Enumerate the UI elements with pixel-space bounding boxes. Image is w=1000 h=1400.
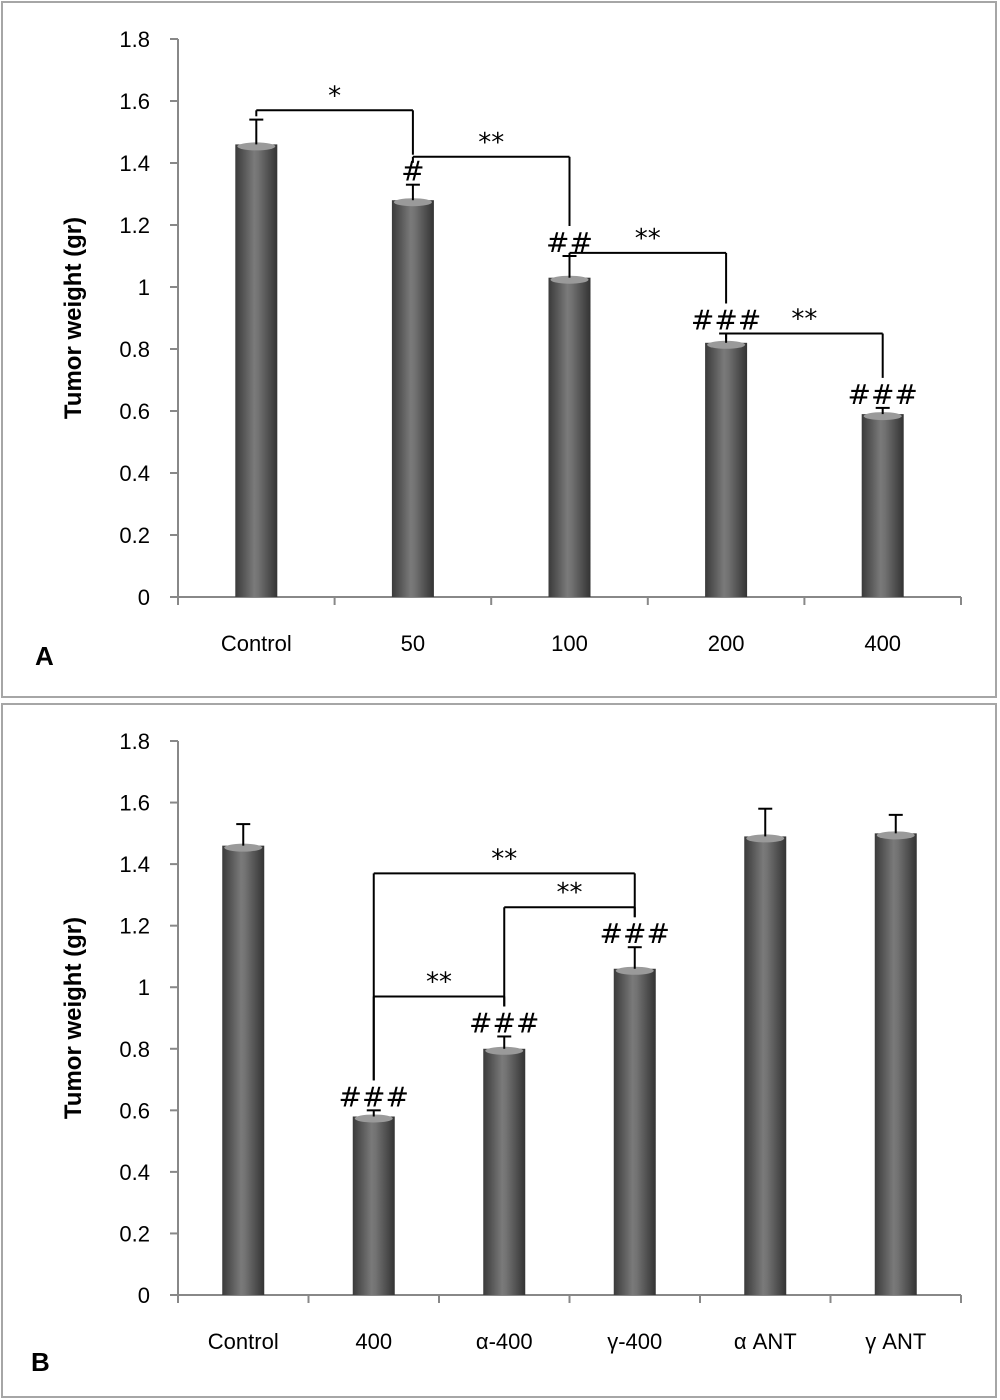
x-tick-label: α-400 — [476, 1329, 533, 1354]
x-tick-label: γ-400 — [607, 1329, 662, 1354]
y-tick-label: 0.6 — [119, 1098, 150, 1123]
y-tick-label: 0.6 — [119, 399, 150, 424]
y-tick-label: 1 — [138, 275, 150, 300]
bar — [222, 845, 265, 1295]
y-tick-label: 1.8 — [119, 27, 150, 52]
x-tick-label: 400 — [355, 1329, 392, 1354]
bar-top-cap — [615, 966, 654, 975]
significance-star-label: ** — [426, 967, 452, 997]
bar-top-cap — [354, 1114, 393, 1123]
bar-top-cap — [863, 412, 902, 421]
significance-star-label: * — [328, 81, 341, 111]
bar-top-cap — [876, 831, 915, 840]
significance-hash-label: ### — [600, 917, 670, 950]
bar — [391, 200, 434, 597]
significance-hash-label: # — [401, 155, 424, 188]
y-tick-label: 1.4 — [119, 151, 150, 176]
bar — [548, 277, 591, 597]
x-tick-label: 200 — [708, 631, 745, 656]
bar-top-cap — [237, 142, 276, 151]
x-tick-label: Control — [221, 631, 292, 656]
significance-star-label: ** — [635, 224, 661, 254]
significance-star-label: ** — [491, 844, 517, 874]
comparison-bracket: ** — [503, 878, 636, 1007]
y-tick-label: 1.4 — [119, 852, 150, 877]
y-tick-label: 0.4 — [119, 1160, 150, 1185]
comparison-bracket: ** — [372, 844, 636, 1081]
comparison-bracket: * — [255, 81, 414, 155]
significance-hash-label: ### — [848, 378, 918, 411]
bar — [613, 968, 656, 1295]
bar — [874, 833, 917, 1295]
y-tick-label: 0.4 — [119, 461, 150, 486]
chart-a: 0 0.2 0.4 0.6 0.8 1 1.2 1.4 1.6 1.8 Tumor weight (… — [35, 27, 962, 671]
bar — [744, 836, 787, 1295]
bar-top-cap — [393, 198, 432, 207]
y-tick-label: 0.2 — [119, 1221, 150, 1246]
y-tick-label: 0.2 — [119, 523, 150, 548]
y-tick-label: 1 — [138, 975, 150, 1000]
y-tick-label: 1.8 — [119, 729, 150, 754]
bar — [705, 342, 748, 597]
x-tick-label: 50 — [401, 631, 425, 656]
bar — [235, 144, 278, 597]
y-tick-label: 1.2 — [119, 914, 150, 939]
significance-star-label: ** — [478, 128, 504, 158]
bar-top-cap — [485, 1046, 524, 1055]
bar — [352, 1116, 395, 1295]
y-tick-label: 1.6 — [119, 791, 150, 816]
significance-star-label: ** — [791, 305, 817, 335]
y-axis-label: Tumor weight (gr) — [60, 217, 87, 419]
x-tick-label: 400 — [864, 631, 901, 656]
comparison-bracket: ** — [725, 305, 884, 378]
x-tick-label: Control — [208, 1329, 279, 1354]
x-tick-label: γ ANT — [865, 1329, 926, 1354]
significance-hash-label: ### — [469, 1006, 539, 1039]
bar-top-cap — [550, 275, 589, 284]
y-axis-label: Tumor weight (gr) — [60, 917, 87, 1119]
x-tick-label: 100 — [551, 631, 588, 656]
comparison-bracket: ** — [372, 967, 506, 1081]
y-tick-label: 0.8 — [119, 337, 150, 362]
comparison-bracket: ** — [411, 128, 571, 226]
bar-top-cap — [224, 843, 263, 852]
chart-b: 0 0.2 0.4 0.6 0.8 1 1.2 1.4 1.6 1.8 Tumor weight (… — [31, 729, 962, 1377]
y-tick-label: 0 — [138, 585, 150, 610]
significance-hash-label: ### — [691, 304, 761, 337]
bar-top-cap — [707, 340, 746, 349]
panel-label: A — [35, 641, 54, 671]
x-tick-label: α ANT — [734, 1329, 797, 1354]
bar-top-cap — [746, 834, 785, 843]
y-tick-label: 1.2 — [119, 213, 150, 238]
panel-b: 0 0.2 0.4 0.6 0.8 1 1.2 1.4 1.6 1.8 Tumor weight (… — [1, 703, 997, 1398]
bar — [483, 1048, 526, 1295]
significance-star-label: ** — [557, 878, 583, 908]
y-tick-label: 0.8 — [119, 1037, 150, 1062]
panel-a: 0 0.2 0.4 0.6 0.8 1 1.2 1.4 1.6 1.8 Tumor weight (… — [1, 1, 997, 698]
bar — [861, 414, 904, 597]
significance-hash-label: ### — [339, 1080, 409, 1113]
comparison-bracket: ** — [568, 224, 728, 304]
y-tick-label: 1.6 — [119, 89, 150, 114]
panel-label: B — [31, 1347, 50, 1377]
y-tick-label: 0 — [138, 1283, 150, 1308]
